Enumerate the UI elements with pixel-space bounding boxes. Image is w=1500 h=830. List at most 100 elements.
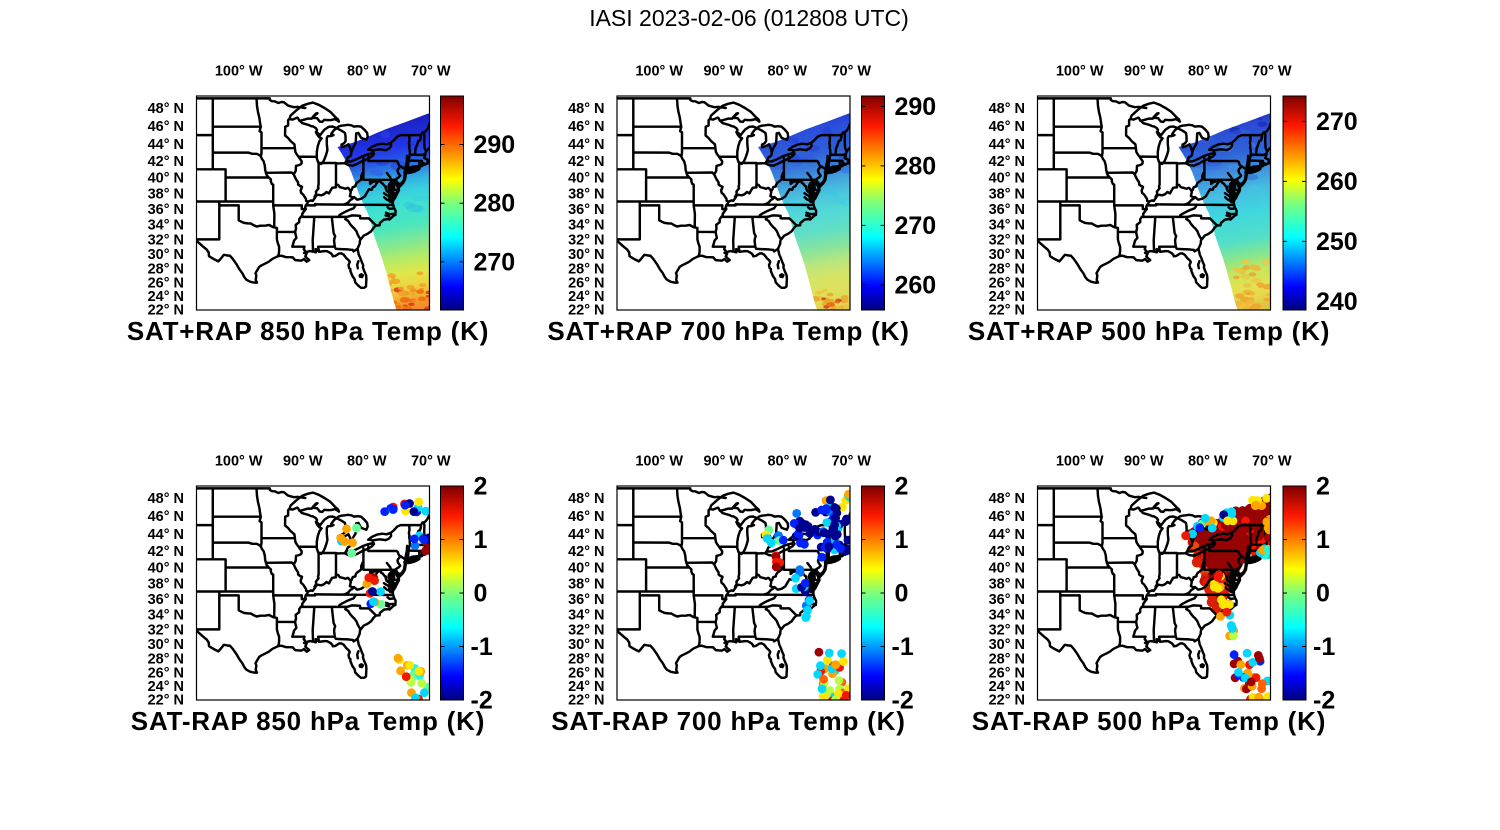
svg-text:32° N: 32° N	[989, 232, 1025, 248]
svg-text:48° N: 48° N	[568, 101, 604, 117]
svg-text:28° N: 28° N	[989, 261, 1025, 277]
svg-text:-2: -2	[471, 687, 493, 715]
svg-text:36° N: 36° N	[989, 592, 1025, 608]
svg-text:40° N: 40° N	[148, 171, 184, 187]
svg-text:290: 290	[474, 131, 516, 159]
svg-text:38° N: 38° N	[568, 577, 604, 593]
svg-text:280: 280	[474, 190, 516, 218]
svg-text:1: 1	[895, 526, 909, 554]
svg-text:0: 0	[1316, 580, 1330, 608]
svg-text:-1: -1	[1313, 633, 1335, 661]
svg-text:-2: -2	[892, 687, 914, 715]
svg-text:90° W: 90° W	[703, 454, 743, 470]
svg-text:32° N: 32° N	[568, 232, 604, 248]
svg-text:28° N: 28° N	[568, 651, 604, 667]
svg-text:2: 2	[895, 473, 909, 501]
svg-text:34° N: 34° N	[989, 218, 1025, 234]
svg-text:0: 0	[474, 580, 488, 608]
svg-text:100° W: 100° W	[215, 454, 263, 470]
svg-text:70° W: 70° W	[1252, 64, 1292, 80]
svg-text:240: 240	[1316, 288, 1358, 316]
svg-text:22° N: 22° N	[148, 693, 184, 709]
svg-text:28° N: 28° N	[148, 651, 184, 667]
svg-text:48° N: 48° N	[568, 491, 604, 507]
svg-text:42° N: 42° N	[989, 154, 1025, 170]
svg-text:40° N: 40° N	[568, 561, 604, 577]
svg-text:30° N: 30° N	[989, 637, 1025, 653]
svg-text:SAT+RAP 500 hPa Temp (K): SAT+RAP 500 hPa Temp (K)	[968, 316, 1330, 346]
svg-text:28° N: 28° N	[148, 261, 184, 277]
svg-text:38° N: 38° N	[148, 187, 184, 203]
svg-text:40° N: 40° N	[989, 561, 1025, 577]
svg-text:80° W: 80° W	[347, 64, 387, 80]
svg-text:36° N: 36° N	[989, 202, 1025, 218]
svg-text:260: 260	[895, 271, 937, 299]
svg-text:36° N: 36° N	[568, 592, 604, 608]
svg-text:26° N: 26° N	[148, 665, 184, 681]
svg-text:2: 2	[1316, 473, 1330, 501]
svg-text:32° N: 32° N	[148, 232, 184, 248]
svg-text:42° N: 42° N	[568, 154, 604, 170]
svg-text:46° N: 46° N	[568, 119, 604, 135]
svg-text:24° N: 24° N	[989, 289, 1025, 305]
svg-text:30° N: 30° N	[148, 247, 184, 263]
svg-text:26° N: 26° N	[989, 665, 1025, 681]
svg-text:270: 270	[1316, 108, 1358, 136]
svg-text:80° W: 80° W	[1188, 454, 1228, 470]
svg-text:38° N: 38° N	[148, 577, 184, 593]
svg-text:100° W: 100° W	[635, 64, 683, 80]
svg-text:22° N: 22° N	[568, 693, 604, 709]
svg-text:42° N: 42° N	[148, 154, 184, 170]
svg-text:24° N: 24° N	[568, 679, 604, 695]
svg-text:90° W: 90° W	[283, 64, 323, 80]
svg-text:30° N: 30° N	[989, 247, 1025, 263]
svg-text:46° N: 46° N	[568, 509, 604, 525]
svg-text:34° N: 34° N	[568, 218, 604, 234]
svg-text:90° W: 90° W	[1124, 64, 1164, 80]
svg-text:40° N: 40° N	[568, 171, 604, 187]
svg-text:34° N: 34° N	[148, 218, 184, 234]
svg-text:SAT-RAP 500 hPa Temp (K): SAT-RAP 500 hPa Temp (K)	[972, 706, 1326, 736]
svg-text:36° N: 36° N	[148, 592, 184, 608]
svg-text:90° W: 90° W	[1124, 454, 1164, 470]
svg-text:26° N: 26° N	[148, 275, 184, 291]
svg-text:22° N: 22° N	[148, 303, 184, 319]
svg-text:260: 260	[1316, 168, 1358, 196]
svg-text:70° W: 70° W	[831, 64, 871, 80]
svg-text:80° W: 80° W	[1188, 64, 1228, 80]
svg-text:44° N: 44° N	[989, 527, 1025, 543]
svg-text:44° N: 44° N	[148, 527, 184, 543]
svg-text:44° N: 44° N	[568, 137, 604, 153]
svg-text:-1: -1	[892, 633, 914, 661]
svg-text:80° W: 80° W	[347, 454, 387, 470]
svg-text:70° W: 70° W	[411, 454, 451, 470]
svg-text:30° N: 30° N	[148, 637, 184, 653]
svg-text:42° N: 42° N	[989, 544, 1025, 560]
svg-text:46° N: 46° N	[989, 119, 1025, 135]
svg-text:48° N: 48° N	[148, 491, 184, 507]
svg-text:40° N: 40° N	[989, 171, 1025, 187]
svg-text:70° W: 70° W	[1252, 454, 1292, 470]
svg-text:24° N: 24° N	[148, 289, 184, 305]
svg-text:36° N: 36° N	[148, 202, 184, 218]
svg-text:70° W: 70° W	[411, 64, 451, 80]
svg-text:-2: -2	[1313, 687, 1335, 715]
svg-text:0: 0	[895, 580, 909, 608]
svg-text:80° W: 80° W	[767, 454, 807, 470]
svg-text:2: 2	[474, 473, 488, 501]
svg-text:48° N: 48° N	[989, 101, 1025, 117]
svg-text:48° N: 48° N	[148, 101, 184, 117]
svg-text:270: 270	[895, 212, 937, 240]
svg-text:30° N: 30° N	[568, 637, 604, 653]
svg-text:90° W: 90° W	[703, 64, 743, 80]
svg-text:290: 290	[895, 93, 937, 121]
svg-text:1: 1	[474, 526, 488, 554]
svg-text:32° N: 32° N	[989, 622, 1025, 638]
svg-text:270: 270	[474, 248, 516, 276]
svg-text:46° N: 46° N	[148, 509, 184, 525]
svg-text:IASI 2023-02-06 (012808 UTC): IASI 2023-02-06 (012808 UTC)	[589, 5, 909, 31]
svg-text:42° N: 42° N	[568, 544, 604, 560]
svg-text:24° N: 24° N	[989, 679, 1025, 695]
svg-text:32° N: 32° N	[148, 622, 184, 638]
svg-text:28° N: 28° N	[568, 261, 604, 277]
